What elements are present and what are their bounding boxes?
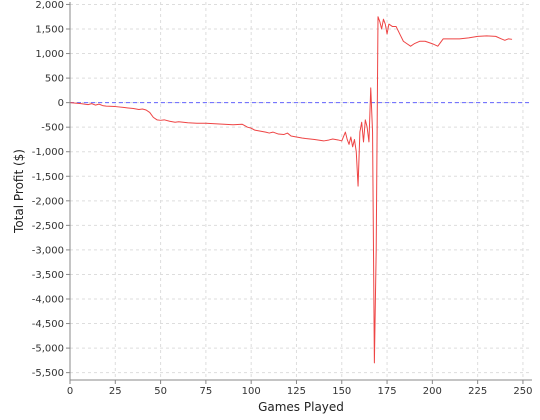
x-ticks: 0 25 50 75 100 125 150 175 200 225 250 [67,380,532,397]
y-tick-label: -2,500 [32,221,64,232]
y-tick-label: -5,000 [32,344,64,355]
y-tick-label: -1,500 [32,172,64,183]
profit-series-line [69,16,513,364]
x-tick-label: 25 [109,386,122,397]
x-tick-label: 0 [67,386,73,397]
y-tick-label: 0 [58,98,64,109]
y-tick-label: -4,500 [32,319,64,330]
axes [69,2,532,381]
y-tick-label: 2,000 [35,0,64,11]
y-tick-label: -4,000 [32,295,64,306]
x-tick-label: 100 [242,386,261,397]
y-tick-label: -3,500 [32,270,64,281]
y-tick-label: 1,000 [35,49,64,60]
y-axis-title: Total Profit ($) [12,149,26,234]
y-ticks: 2,000 1,500 1,000 500 0 -500 -1,000 -1,500 -2,00… [32,0,70,379]
x-tick-label: 50 [154,386,167,397]
y-tick-label: -3,000 [32,245,64,256]
y-tick-label: -1,000 [32,147,64,158]
series-layer [69,16,513,364]
x-tick-label: 200 [423,386,442,397]
y-tick-label: -500 [41,123,64,134]
x-tick-label: 125 [287,386,306,397]
grid-lines [69,2,532,380]
y-tick-label: 1,500 [35,25,64,36]
x-tick-label: 225 [468,386,487,397]
plot-background [70,2,532,380]
y-tick-label: -2,000 [32,196,64,207]
x-axis-title: Games Played [258,400,344,414]
x-tick-label: 175 [378,386,397,397]
y-tick-label: -5,500 [32,368,64,379]
x-tick-label: 250 [513,386,532,397]
x-tick-label: 150 [332,386,351,397]
y-tick-label: 500 [45,74,64,85]
x-tick-label: 75 [200,386,213,397]
